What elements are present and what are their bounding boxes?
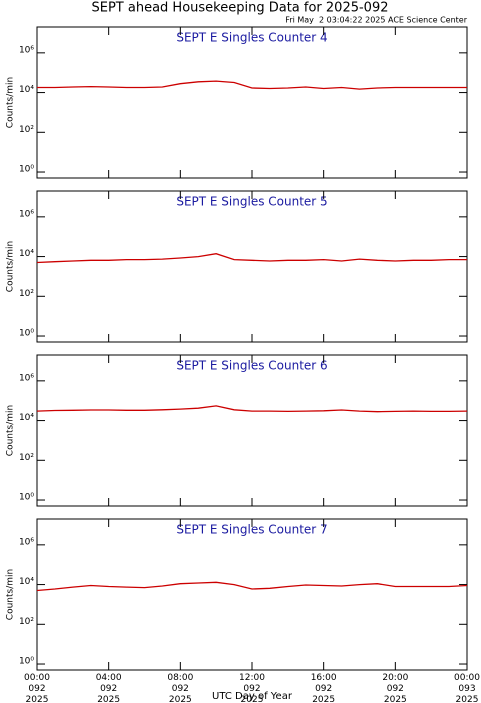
x-tick-label: 08:00 092 2025 <box>167 673 194 703</box>
y-axis-label: Counts/min <box>6 405 16 456</box>
panel-title: SEPT E Singles Counter 4 <box>176 31 327 45</box>
x-axis-label: UTC Day of Year <box>212 691 293 702</box>
y-tick-label: 10⁴ <box>19 249 34 259</box>
x-tick-label: 20:00 092 2025 <box>382 673 409 703</box>
y-tick-label: 10⁰ <box>19 493 34 503</box>
y-tick-label: 10⁴ <box>19 413 34 423</box>
x-tick-label: 12:00 092 2025 <box>239 673 265 703</box>
y-tick-label: 10⁴ <box>19 85 34 95</box>
data-line <box>36 253 467 264</box>
y-tick-label: 10⁶ <box>19 209 34 219</box>
plot-frame <box>36 518 468 671</box>
y-tick-label: 10² <box>19 617 34 627</box>
y-axis-label: Counts/min <box>6 241 16 292</box>
y-tick-label: 10² <box>19 453 34 463</box>
plot-frame <box>36 26 468 179</box>
y-tick-label: 10⁰ <box>19 657 34 667</box>
y-tick-label: 10² <box>19 125 34 135</box>
plot-frame <box>36 190 468 343</box>
y-tick-label: 10⁰ <box>19 165 34 175</box>
y-tick-label: 10⁶ <box>19 45 34 55</box>
data-line <box>36 581 468 592</box>
data-line <box>37 80 467 90</box>
y-axis-label: Counts/min <box>6 77 16 128</box>
panel-title: SEPT E Singles Counter 6 <box>176 359 327 373</box>
panel-title: SEPT E Singles Counter 5 <box>176 195 327 209</box>
y-tick-label: 10⁴ <box>19 577 34 587</box>
x-tick-label: 04:00 092 2025 <box>95 673 122 703</box>
y-tick-label: 10⁶ <box>19 537 34 547</box>
y-tick-label: 10² <box>19 289 34 299</box>
subtitle: Fri May 2 03:04:22 2025 ACE Science Cent… <box>285 16 467 25</box>
panel-title: SEPT E Singles Counter 7 <box>176 523 327 537</box>
x-tick-label: 00:00 092 2025 <box>24 673 50 703</box>
x-tick-label: 00:00 093 2025 <box>454 673 480 703</box>
chart-title: SEPT ahead Housekeeping Data for 2025-09… <box>92 1 389 16</box>
y-tick-label: 10⁶ <box>19 373 34 383</box>
y-tick-label: 10⁰ <box>19 329 34 339</box>
y-axis-label: Counts/min <box>6 569 16 620</box>
x-tick-label: 16:00 092 2025 <box>310 673 337 703</box>
data-line <box>36 405 468 413</box>
plot-frame <box>36 354 468 507</box>
